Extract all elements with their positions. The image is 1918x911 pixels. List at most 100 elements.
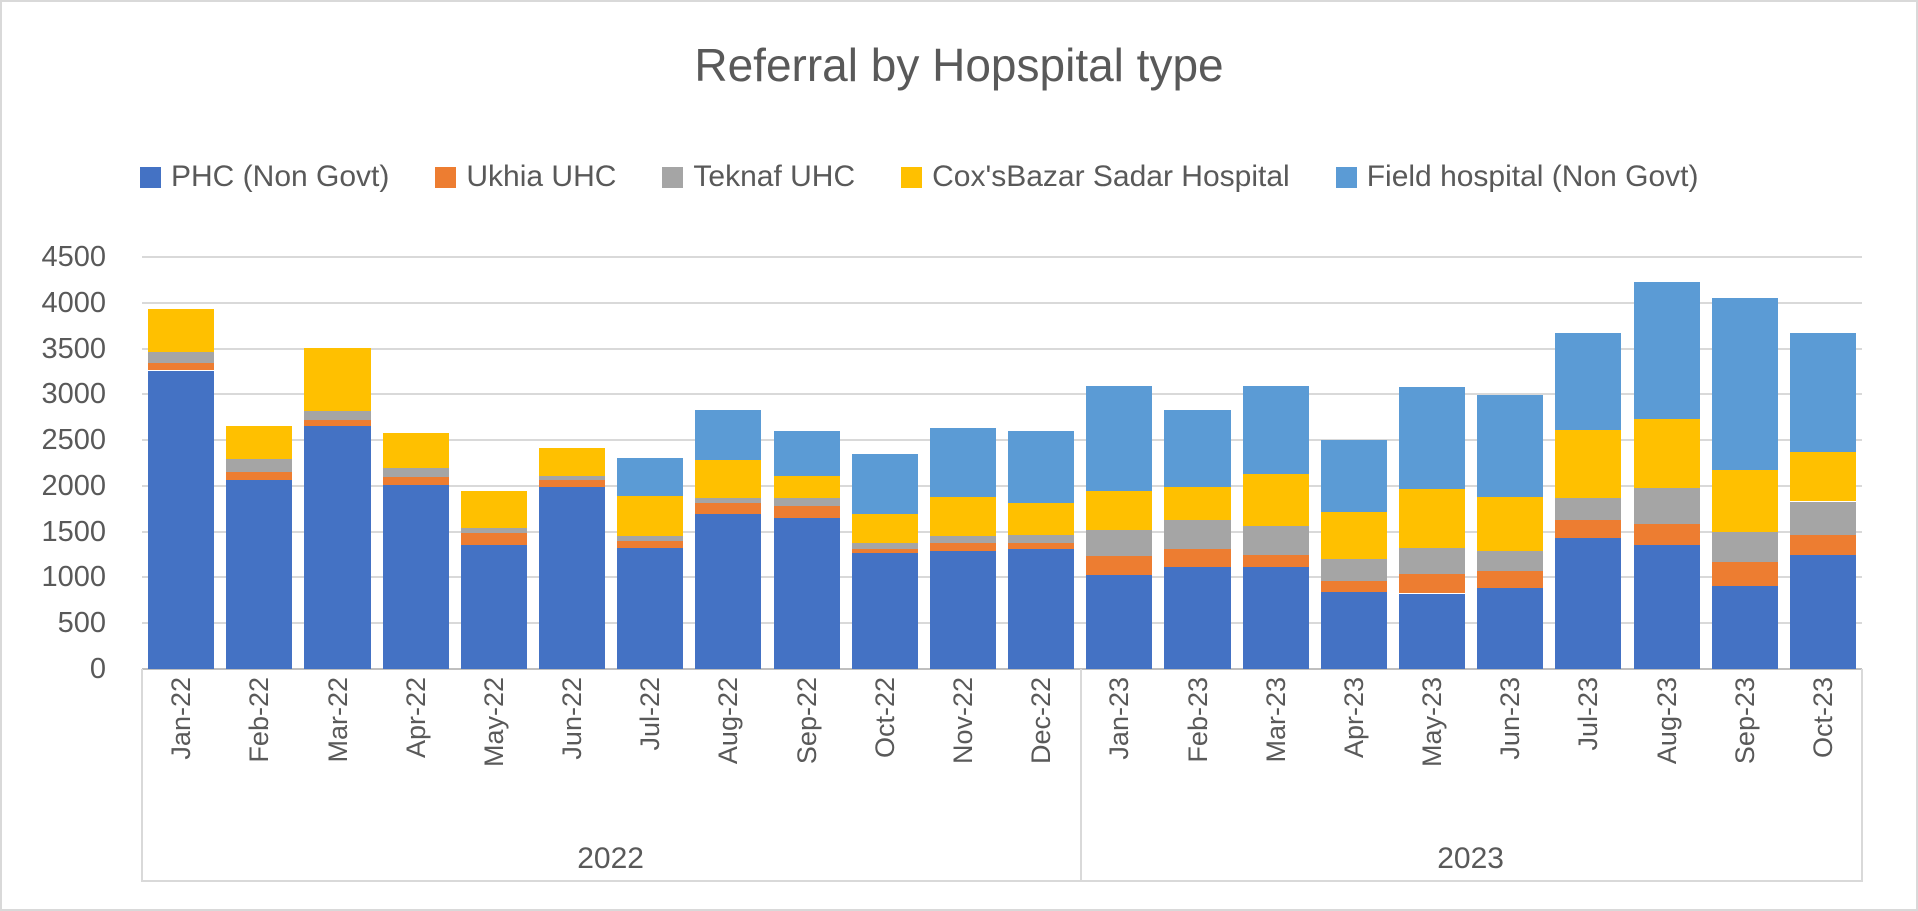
bar-segment [1008, 430, 1075, 504]
bar-segment [1086, 555, 1153, 575]
legend-label: Ukhia UHC [466, 160, 617, 193]
y-axis-tick-label: 3000 [41, 378, 106, 411]
gridline [142, 256, 1862, 258]
legend-label: PHC (Non Govt) [171, 160, 390, 193]
bar-segment [851, 454, 918, 514]
bar-segment [226, 425, 293, 459]
bar-segment [1008, 542, 1075, 549]
x-axis-label: Apr-23 [1338, 677, 1369, 759]
bar-segment [773, 431, 840, 476]
legend-label: Field hospital (Non Govt) [1366, 160, 1699, 193]
bar-segment [382, 468, 449, 478]
legend-item: Field hospital (Non Govt) [1335, 160, 1699, 194]
x-axis-line [142, 668, 1862, 670]
bar-segment [1711, 298, 1778, 470]
bar-segment [1242, 386, 1309, 474]
bar-segment [1008, 548, 1075, 669]
bar-segment [1398, 593, 1466, 669]
bar-segment [1320, 439, 1387, 512]
legend-swatch-icon [1335, 166, 1357, 188]
bar-segment [1242, 474, 1309, 527]
y-axis-tick-label: 4000 [41, 286, 106, 319]
bar-segment [1711, 585, 1778, 669]
x-axis-label: Jul-23 [1573, 677, 1604, 751]
y-axis-tick-label: 0 [89, 653, 106, 685]
y-axis-tick-label: 3500 [41, 332, 106, 365]
y-axis-tick-label: 2000 [41, 469, 106, 502]
bar-segment [851, 543, 918, 549]
gridline [142, 347, 1862, 350]
bar-segment [148, 352, 215, 364]
year-group-label: 2022 [577, 842, 644, 875]
bar-segment [460, 527, 527, 533]
bar-segment [929, 551, 996, 669]
bar-segment [1398, 489, 1466, 549]
bar-segment [1242, 526, 1309, 555]
legend-swatch-icon [140, 166, 161, 188]
x-axis-label: Jun-22 [557, 677, 587, 760]
bar-segment [1633, 545, 1700, 669]
bar-segment [1242, 554, 1309, 567]
bar-segment [148, 308, 215, 353]
x-axis-label: Nov-22 [947, 677, 978, 765]
bar-segment [538, 448, 606, 476]
legend-label: Cox'sBazar Sadar Hospital [932, 160, 1290, 193]
bar-segment [1555, 333, 1622, 430]
gridline [142, 393, 1862, 396]
bar-segment [1242, 566, 1309, 669]
legend-swatch-icon [662, 166, 684, 188]
bar-segment [304, 420, 371, 427]
x-axis-label: Jul-22 [635, 677, 666, 751]
bar-segment [1477, 394, 1544, 498]
bar-segment [538, 480, 606, 488]
x-axis-label: Sep-23 [1729, 677, 1760, 765]
bar-segment [1789, 452, 1856, 502]
bar-segment [1008, 534, 1075, 543]
bar-segment [773, 498, 840, 506]
legend-item: PHC (Non Govt) [140, 160, 389, 194]
bar-segment [1086, 490, 1153, 530]
x-axis-label: Mar-23 [1260, 677, 1291, 763]
bar-segment [1320, 511, 1387, 560]
bar-segment [1633, 281, 1700, 419]
x-axis-label: Jan-23 [1104, 677, 1135, 760]
x-axis-label: Oct-22 [869, 677, 900, 759]
bar-segment [1164, 519, 1231, 550]
bar-segment [1789, 333, 1856, 452]
bar-segment [851, 513, 918, 544]
bar-segment [304, 426, 371, 669]
x-axis-label: May-23 [1417, 677, 1447, 768]
y-axis-tick-label: 500 [57, 607, 106, 640]
bar-segment [1555, 520, 1622, 539]
bar-segment [226, 472, 293, 480]
x-axis-label: Feb-22 [244, 677, 275, 763]
bar-segment [773, 475, 840, 499]
bar-segment [1477, 571, 1544, 588]
bar-segment [695, 513, 762, 669]
bar-segment [1711, 469, 1778, 533]
x-axis-label: Jan-22 [166, 677, 197, 760]
year-band-divider [1080, 669, 1083, 880]
bar-segment [1633, 524, 1700, 546]
x-axis-label: Aug-22 [713, 677, 744, 765]
bar-segment [773, 506, 840, 519]
x-axis-label: Jun-23 [1495, 677, 1526, 760]
x-axis-label: Mar-22 [322, 677, 353, 763]
bar-segment [695, 503, 762, 514]
bar-segment [1398, 548, 1466, 575]
bar-segment [148, 363, 215, 371]
bar-segment [304, 348, 371, 412]
bar-segment [773, 518, 840, 669]
x-axis-label: Sep-22 [791, 677, 822, 765]
x-axis-label: Aug-23 [1651, 677, 1682, 765]
x-axis-label: Apr-22 [400, 677, 431, 759]
bar-segment [382, 432, 449, 468]
y-axis-tick-label: 2500 [41, 424, 106, 457]
bar-segment [304, 411, 371, 421]
x-axis-label: Dec-22 [1026, 677, 1057, 765]
bar-segment [617, 536, 684, 542]
bar-segment [1477, 497, 1544, 551]
bar-segment [1789, 555, 1856, 669]
bar-segment [617, 457, 684, 496]
bar-segment [1086, 529, 1153, 556]
